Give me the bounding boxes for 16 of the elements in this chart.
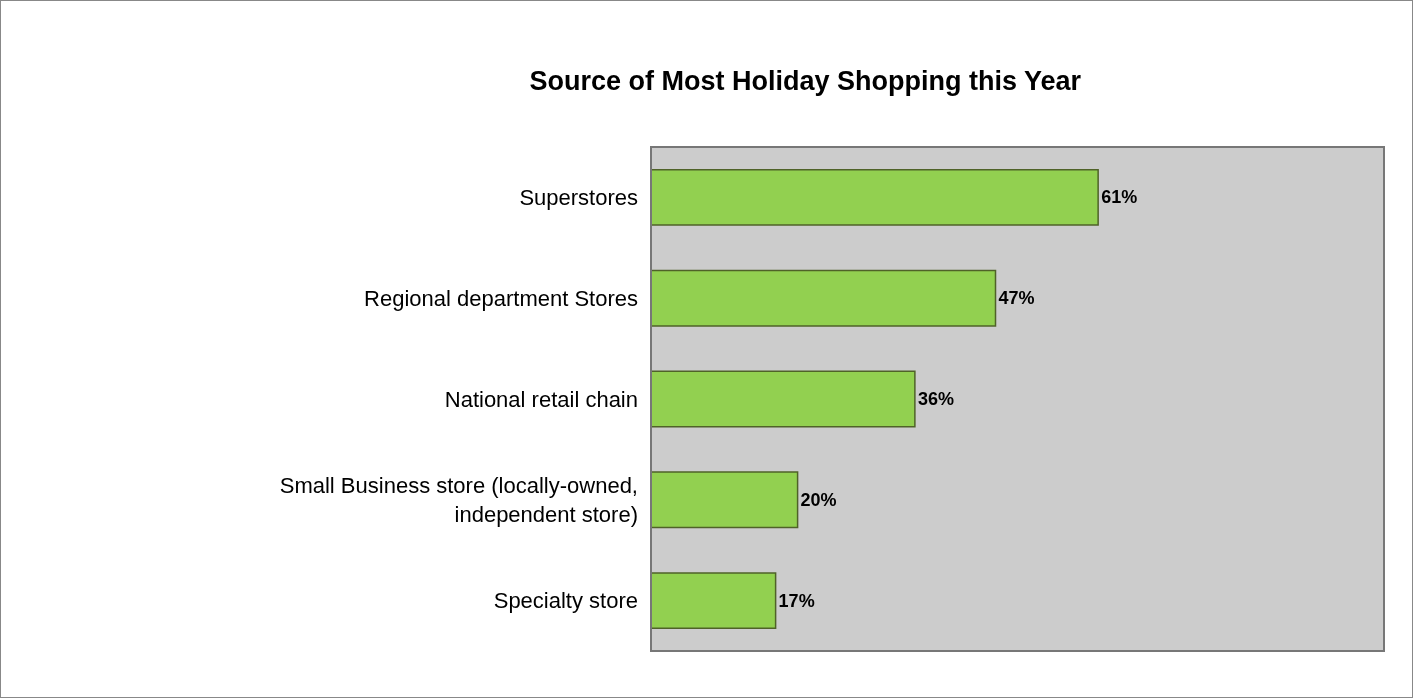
y-tick-label: National retail chain (444, 386, 638, 412)
data-label: 61% (1101, 187, 1138, 208)
y-tick-label: Regional department Stores (364, 285, 638, 311)
data-label: 47% (998, 288, 1035, 309)
y-tick-label: Specialty store (493, 588, 638, 614)
bar (651, 572, 777, 630)
bar (651, 471, 799, 529)
y-tick-label: Superstores (519, 185, 638, 211)
bar (651, 370, 916, 428)
data-label: 17% (778, 590, 815, 611)
data-label: 36% (917, 389, 954, 409)
bar (651, 269, 997, 327)
y-tick-label: Small Business store (locally-owned, independent store) (279, 473, 638, 527)
bar (651, 168, 1099, 226)
chart-title: Source of Most Holiday Shopping this Year (529, 65, 1082, 96)
data-label: 20% (800, 489, 837, 510)
